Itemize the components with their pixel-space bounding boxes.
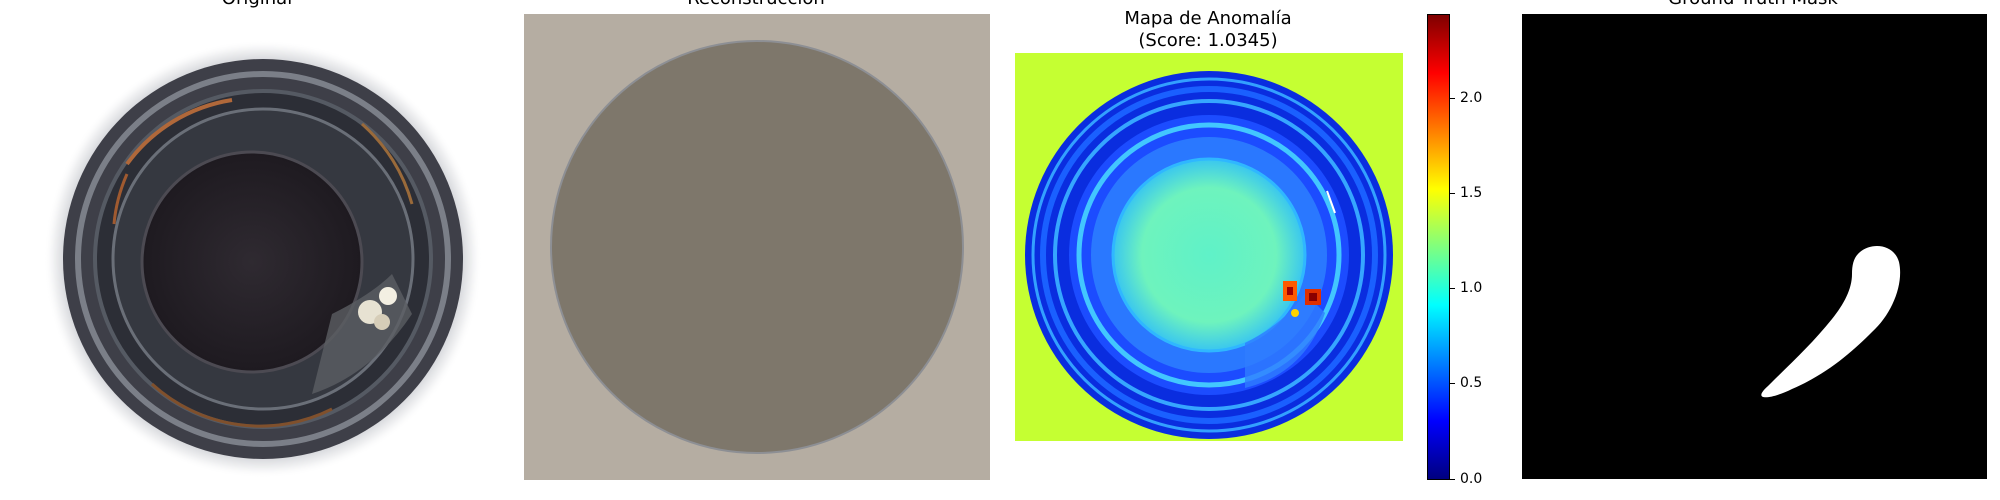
original-image (32, 14, 495, 477)
anomaly-map-title-line1: Mapa de Anomalía (1124, 8, 1292, 29)
colorbar-tick-label: 0.0 (1460, 471, 1483, 487)
anomaly-map-score: (Score: 1.0345) (1138, 30, 1278, 51)
colorbar-tick-mark (1450, 383, 1455, 384)
colorbar-tick-mark (1450, 288, 1455, 289)
mask-region (1761, 246, 1901, 398)
reconstruction-image (524, 14, 990, 480)
colorbar (1427, 14, 1450, 480)
ground-truth-mask-image (1522, 14, 1987, 479)
colorbar-tick-mark (1450, 98, 1455, 99)
anomaly-map-image (1015, 53, 1403, 441)
reconstruction-disk (550, 40, 964, 454)
reconstruction-title: Reconstrucción (656, 0, 856, 10)
anomaly-map-title: Mapa de Anomalía (Score: 1.0345) (1058, 8, 1358, 52)
original-title: Original (157, 0, 357, 10)
colorbar-tick-label: 1.5 (1460, 185, 1483, 201)
colorbar-tick-label: 0.5 (1460, 375, 1483, 391)
colorbar-tick-label: 1.0 (1460, 280, 1483, 296)
ground-truth-title: Ground Truth Mask (1603, 0, 1903, 10)
colorbar-tick-mark (1450, 193, 1455, 194)
colorbar-tick-mark (1450, 479, 1455, 480)
colorbar-tick-label: 2.0 (1460, 90, 1483, 106)
